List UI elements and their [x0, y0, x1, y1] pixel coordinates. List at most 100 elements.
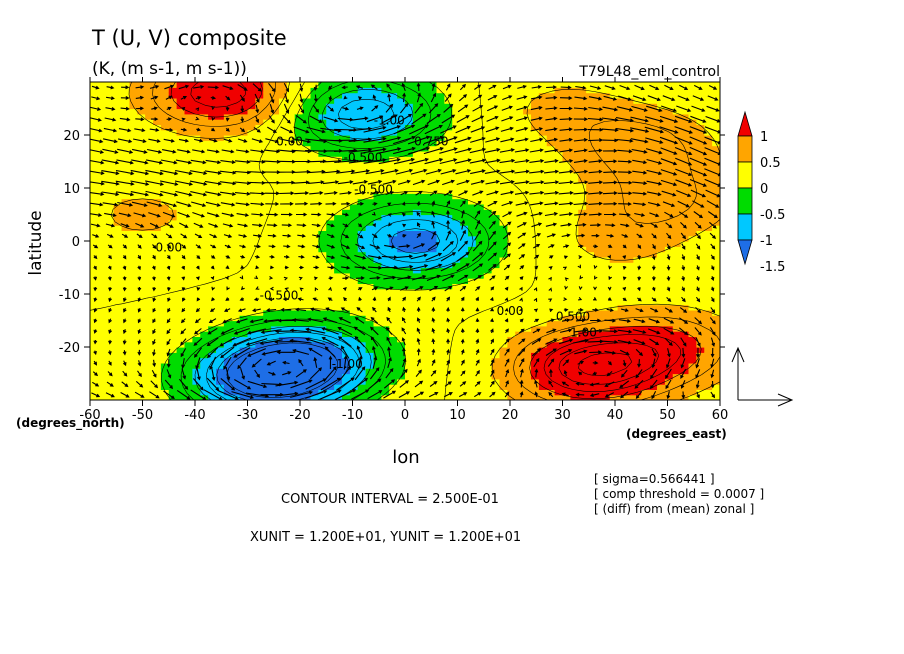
field-cell — [208, 135, 217, 141]
field-cell — [688, 347, 697, 353]
field-cell — [223, 331, 233, 337]
field-cell — [531, 135, 540, 141]
field-cell — [97, 325, 107, 332]
field-cell — [499, 156, 508, 163]
field-cell — [318, 256, 327, 263]
field-cell — [712, 172, 720, 178]
field-cell — [223, 256, 233, 263]
field-cell — [255, 299, 264, 306]
field-cell — [531, 193, 540, 200]
field-cell — [326, 352, 335, 359]
field-cell — [121, 193, 130, 200]
field-cell — [601, 135, 611, 141]
field-cell — [247, 203, 256, 210]
field-cell — [664, 129, 674, 136]
field-cell — [255, 193, 264, 200]
field-cell — [688, 209, 697, 216]
field-cell — [397, 347, 406, 353]
field-cell — [657, 272, 666, 279]
contour-segment — [163, 111, 168, 115]
field-cell — [357, 299, 367, 306]
field-cell — [515, 198, 524, 205]
field-cell — [223, 193, 233, 200]
field-cell — [649, 299, 658, 306]
field-cell — [452, 389, 461, 396]
field-cell — [105, 203, 115, 210]
field-cell — [704, 246, 713, 253]
field-cell — [491, 389, 501, 396]
field-cell — [255, 177, 264, 184]
field-cell — [405, 214, 414, 221]
field-cell — [562, 193, 571, 200]
field-cell — [507, 288, 516, 295]
field-cell — [609, 315, 619, 322]
field-cell — [389, 373, 398, 380]
field-cell — [357, 82, 367, 88]
field-cell — [389, 166, 398, 173]
field-cell — [247, 177, 256, 184]
field-cell — [617, 166, 627, 173]
field-cell — [397, 156, 406, 163]
field-cell — [617, 341, 627, 348]
field-cell — [90, 256, 99, 263]
field-cell — [546, 325, 556, 332]
field-cell — [168, 352, 178, 359]
field-cell — [625, 341, 634, 348]
field-cell — [562, 188, 571, 194]
field-cell — [145, 272, 154, 279]
field-cell — [349, 309, 359, 316]
field-cell — [649, 103, 658, 110]
field-cell — [397, 262, 406, 269]
field-cell — [444, 384, 453, 390]
field-cell — [349, 251, 359, 258]
field-cell — [97, 182, 107, 189]
field-cell — [523, 150, 532, 157]
field-cell — [570, 331, 579, 337]
field-cell — [664, 325, 674, 332]
field-cell — [342, 235, 351, 242]
field-cell — [176, 384, 186, 390]
field-cell — [113, 209, 123, 216]
field-cell — [562, 278, 571, 284]
field-cell — [286, 219, 296, 226]
field-cell — [578, 177, 587, 184]
field-cell — [357, 108, 367, 115]
field-cell — [318, 230, 327, 237]
field-cell — [672, 225, 682, 231]
field-cell — [405, 87, 414, 94]
field-cell — [452, 304, 461, 311]
field-cell — [334, 203, 343, 210]
field-cell — [239, 309, 249, 316]
field-cell — [349, 278, 359, 284]
field-cell — [310, 145, 319, 152]
field-cell — [491, 182, 501, 189]
field-cell — [428, 203, 438, 210]
field-cell — [452, 299, 461, 306]
field-cell — [680, 225, 690, 231]
field-cell — [97, 150, 107, 157]
field-cell — [365, 135, 375, 141]
field-cell — [129, 362, 138, 369]
field-cell — [696, 246, 705, 253]
field-cell — [483, 357, 493, 364]
field-cell — [507, 97, 516, 104]
field-cell — [688, 119, 697, 125]
field-cell — [129, 235, 138, 242]
field-cell — [255, 103, 264, 110]
field-cell — [704, 103, 713, 110]
field-cell — [664, 315, 674, 322]
field-cell — [247, 325, 256, 332]
field-cell — [428, 113, 438, 120]
field-cell — [420, 97, 430, 104]
field-cell — [460, 320, 469, 327]
field-cell — [389, 341, 398, 348]
field-cell — [696, 193, 705, 200]
field-cell — [176, 214, 186, 221]
field-cell — [334, 188, 343, 194]
field-cell — [302, 150, 312, 157]
field-cell — [523, 145, 532, 152]
field-cell — [349, 119, 359, 125]
field-cell — [381, 225, 390, 231]
field-cell — [334, 161, 343, 168]
field-cell — [688, 225, 697, 231]
